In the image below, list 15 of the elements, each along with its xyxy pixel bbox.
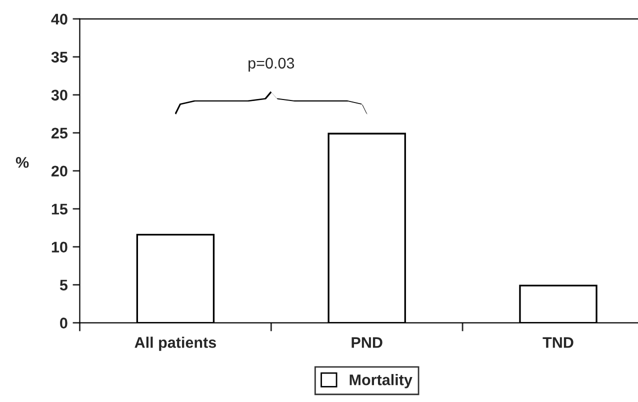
y-tick-label: 25 xyxy=(51,128,68,139)
y-tick-label: 10 xyxy=(52,242,68,253)
y-tick-label: 35 xyxy=(51,52,68,63)
annotation: p=0.03 xyxy=(248,58,294,72)
y-tick-label: 20 xyxy=(51,166,68,177)
y-axis-title: % xyxy=(16,157,29,168)
x-tick-label: PND xyxy=(352,337,382,348)
y-tick-label: 30 xyxy=(51,90,68,101)
y-tick-label: 0 xyxy=(60,318,68,328)
legend-label: Mortality xyxy=(350,374,412,388)
x-tick-label: All patients xyxy=(134,336,216,351)
y-tick-label: 40 xyxy=(51,14,68,25)
x-tick-label: TND xyxy=(542,337,574,348)
y-tick-label: 5 xyxy=(60,280,68,291)
y-tick-label: 15 xyxy=(52,204,68,215)
